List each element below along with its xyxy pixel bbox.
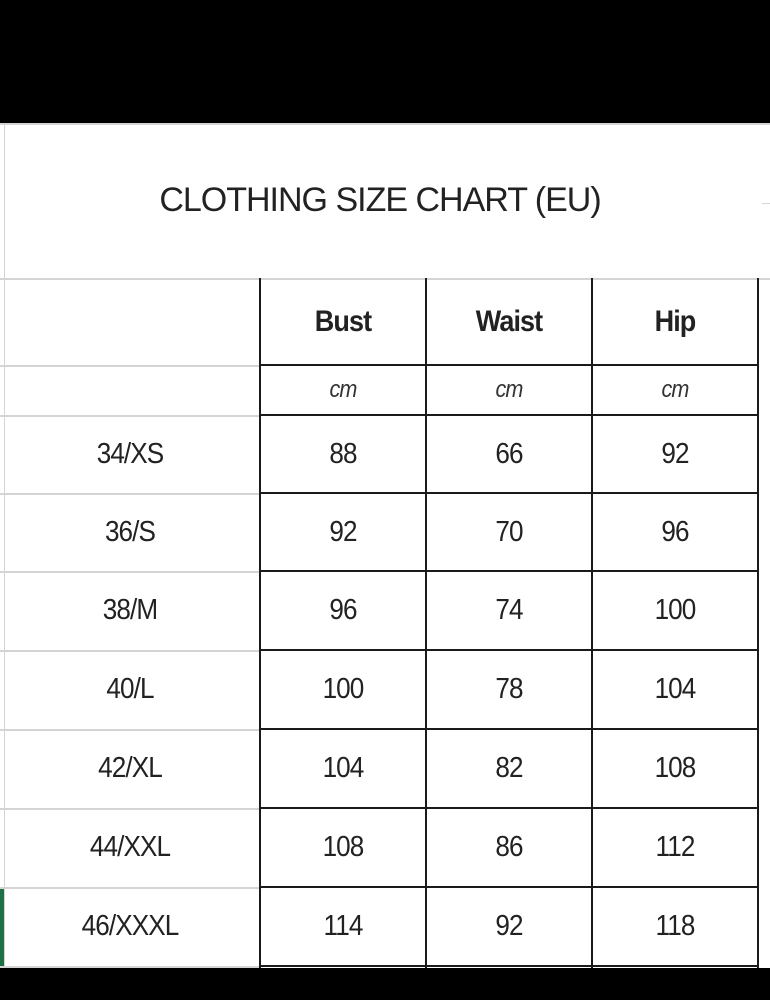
table-border <box>757 278 759 968</box>
measurement-cell[interactable]: 108 <box>322 831 365 863</box>
column-header[interactable]: Bust <box>314 304 372 338</box>
gridline <box>0 966 260 968</box>
table-border <box>260 364 758 366</box>
gridline <box>0 365 260 367</box>
gridline <box>0 729 260 731</box>
measurement-cell[interactable]: 82 <box>495 752 523 784</box>
gridline <box>4 123 5 968</box>
measurement-cell[interactable]: 70 <box>495 515 523 548</box>
table-border <box>425 278 427 968</box>
size-label[interactable]: 38/M <box>102 594 158 626</box>
cell-selection-indicator <box>0 887 5 967</box>
table-border <box>260 492 758 494</box>
unit-label[interactable]: cm <box>329 376 358 403</box>
measurement-cell[interactable]: 78 <box>495 673 523 705</box>
measurement-cell[interactable]: 66 <box>495 437 523 470</box>
unit-label[interactable]: cm <box>661 376 690 403</box>
measurement-cell[interactable]: 114 <box>323 910 364 942</box>
size-label[interactable]: 46/XXXL <box>81 910 180 942</box>
size-label[interactable]: 42/XL <box>98 752 163 784</box>
gridline <box>0 493 260 495</box>
measurement-cell[interactable]: 104 <box>654 673 697 705</box>
measurement-cell[interactable]: 92 <box>495 910 523 942</box>
gridline <box>762 203 770 204</box>
gridline <box>0 571 260 573</box>
size-label[interactable]: 34/XS <box>96 437 165 470</box>
table-border <box>259 278 261 968</box>
measurement-cell[interactable]: 74 <box>495 594 523 626</box>
measurement-cell[interactable]: 112 <box>655 831 696 863</box>
table-border <box>260 414 758 416</box>
column-header[interactable]: Waist <box>475 304 543 338</box>
measurement-cell[interactable]: 92 <box>661 437 689 470</box>
measurement-cell[interactable]: 100 <box>654 594 697 626</box>
measurement-cell[interactable]: 86 <box>495 831 523 863</box>
size-label[interactable]: 44/XXL <box>89 831 171 863</box>
measurement-cell[interactable]: 96 <box>661 515 689 548</box>
table-border <box>260 886 758 888</box>
gridline <box>0 278 770 280</box>
table-border <box>260 570 758 572</box>
measurement-cell[interactable]: 96 <box>329 594 357 626</box>
gridline <box>0 887 260 889</box>
column-header[interactable]: Hip <box>654 304 697 338</box>
gridline <box>0 650 260 652</box>
table-border <box>260 728 758 730</box>
spreadsheet-sheet: CLOTHING SIZE CHART (EU) Bust cm Waist cm Hi… <box>0 123 770 968</box>
table-border <box>260 965 758 967</box>
gridline <box>0 808 260 810</box>
table-title[interactable]: CLOTHING SIZE CHART (EU) <box>159 181 601 219</box>
measurement-cell[interactable]: 88 <box>329 437 357 470</box>
unit-label[interactable]: cm <box>495 376 524 403</box>
measurement-cell[interactable]: 104 <box>322 752 365 784</box>
table-border <box>260 807 758 809</box>
gridline <box>0 123 770 125</box>
table-border <box>260 649 758 651</box>
size-label[interactable]: 40/L <box>106 673 154 705</box>
measurement-cell[interactable]: 108 <box>654 752 697 784</box>
measurement-cell[interactable]: 92 <box>329 515 357 548</box>
gridline <box>0 415 260 417</box>
size-label[interactable]: 36/S <box>104 515 156 548</box>
measurement-cell[interactable]: 100 <box>322 673 365 705</box>
table-border <box>591 278 593 968</box>
measurement-cell[interactable]: 118 <box>655 910 696 942</box>
